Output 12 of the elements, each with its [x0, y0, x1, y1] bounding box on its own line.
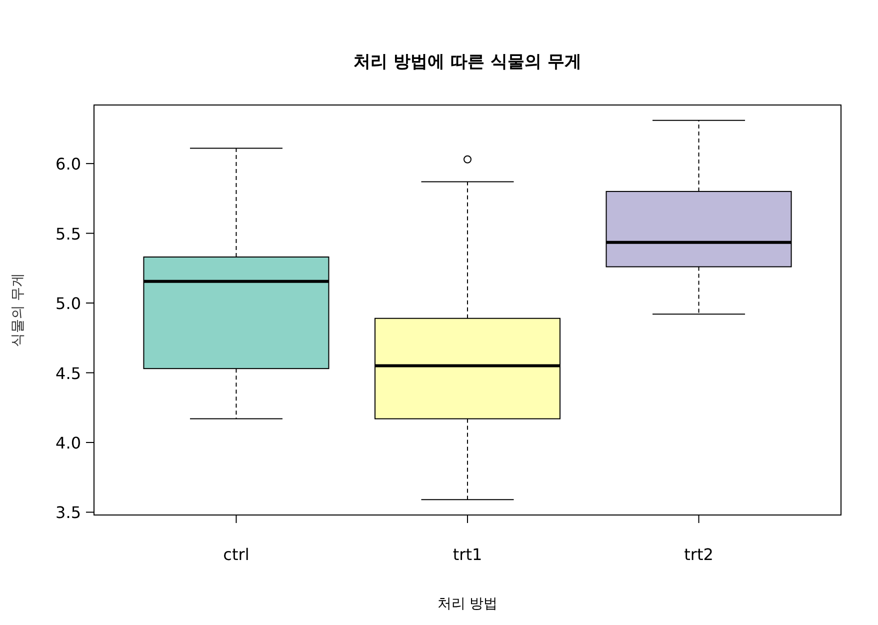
y-tick-label: 3.5 — [56, 503, 81, 522]
y-axis-title: 식물의 무게 — [10, 272, 26, 348]
y-tick-label: 5.5 — [56, 224, 81, 244]
y-tick-label: 4.5 — [56, 364, 81, 383]
chart-title: 처리 방법에 따른 식물의 무게 — [354, 52, 582, 72]
x-tick-label: trt2 — [684, 545, 714, 564]
y-tick-label: 6.0 — [56, 154, 81, 174]
x-axis-title: 처리 방법 — [437, 596, 498, 612]
y-tick-label: 5.0 — [56, 294, 81, 314]
x-tick-label: ctrl — [223, 545, 250, 564]
y-tick-label: 4.0 — [56, 433, 81, 452]
x-tick-label: trt1 — [452, 545, 482, 564]
